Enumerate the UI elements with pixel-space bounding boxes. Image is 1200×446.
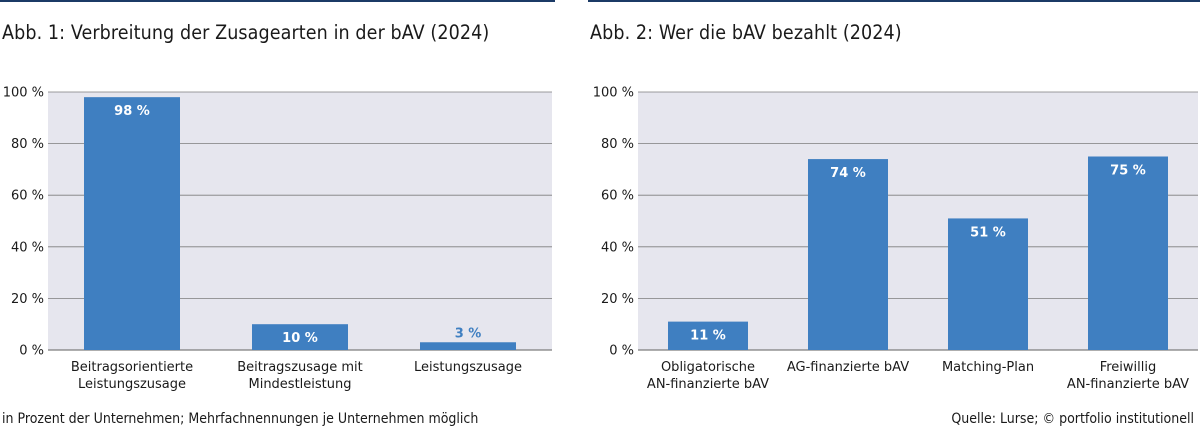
category-label: AN-finanzierte bAV (647, 377, 769, 392)
chart-title: Abb. 2: Wer die bAV bezahlt (2024) (590, 21, 902, 44)
category-label: Beitragszusage mit (237, 360, 363, 375)
y-tick-label: 0 % (19, 344, 44, 359)
y-tick-label: 40 % (601, 240, 634, 255)
bar-value-label: 74 % (830, 166, 866, 181)
y-tick-label: 60 % (11, 189, 44, 204)
bar (808, 159, 888, 350)
category-label: AG-finanzierte bAV (787, 360, 909, 375)
category-label: Leistungszusage (78, 377, 186, 392)
category-label: Mindestleistung (248, 377, 351, 392)
footnote: in Prozent der Unternehmen; Mehrfachnenn… (2, 411, 479, 427)
y-tick-label: 80 % (11, 137, 44, 152)
bar (252, 324, 348, 350)
y-tick-label: 80 % (601, 137, 634, 152)
category-label: Leistungszusage (414, 360, 522, 375)
category-label: AN-finanzierte bAV (1067, 377, 1189, 392)
y-tick-label: 60 % (601, 189, 634, 204)
bar (84, 97, 180, 350)
category-label: Freiwillig (1100, 360, 1157, 375)
y-tick-label: 0 % (609, 344, 634, 359)
source-credit: Quelle: Lurse; © portfolio institutionel… (951, 411, 1194, 427)
bar-chart-1: 0 % 20 % 40 % 60 % 80 % 100 % 98 % Beitragsorie… (3, 86, 552, 392)
chart-panel-2: Abb. 2: Wer die bAV bezahlt (2024) 0 % 20… (588, 0, 1200, 400)
y-tick-label: 100 % (3, 86, 44, 101)
y-tick-label: 20 % (11, 292, 44, 307)
bar-value-label: 75 % (1110, 164, 1146, 179)
bar-value-label: 51 % (970, 225, 1006, 240)
bar-value-label: 98 % (114, 104, 150, 119)
bar (1088, 156, 1168, 350)
y-tick-label: 40 % (11, 240, 44, 255)
bar (668, 321, 748, 350)
bar-chart-2: 0 % 20 % 40 % 60 % 80 % 100 % 11 % Obligatorisc… (593, 86, 1198, 392)
category-label: Beitragsorientierte (71, 360, 193, 375)
title-rule (0, 0, 555, 2)
category-label: Matching-Plan (942, 360, 1034, 375)
bar-value-label: 11 % (690, 329, 726, 344)
y-tick-label: 100 % (593, 86, 634, 101)
chart-title: Abb. 1: Verbreitung der Zusagearten in d… (2, 21, 490, 44)
title-rule (588, 0, 1200, 2)
category-label: Obligatorische (661, 360, 755, 375)
bar-value-label: 3 % (455, 326, 482, 341)
bar (948, 218, 1028, 350)
bar (420, 342, 516, 350)
chart-panel-1: Abb. 1: Verbreitung der Zusagearten in d… (0, 0, 555, 400)
y-tick-label: 20 % (601, 292, 634, 307)
bar-value-label: 10 % (282, 331, 318, 346)
